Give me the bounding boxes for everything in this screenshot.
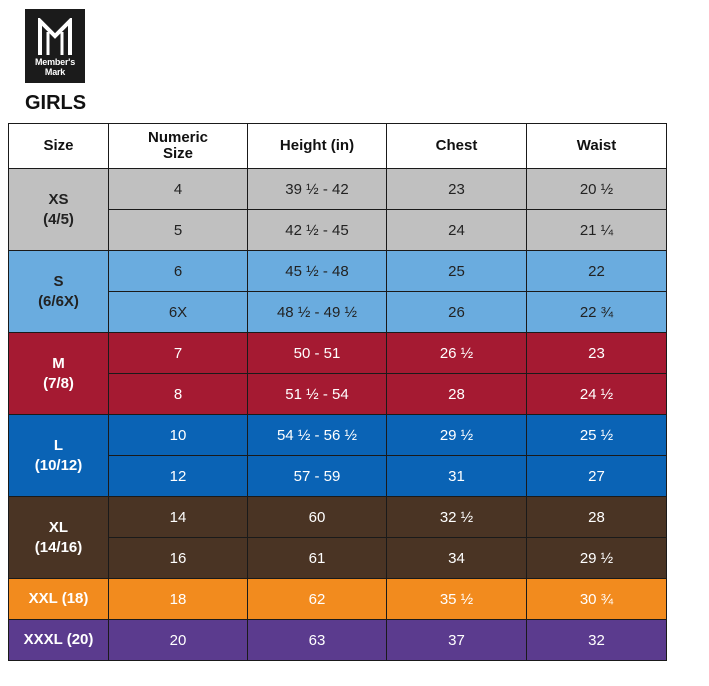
numeric-cell: 16	[108, 537, 248, 579]
chest-cell: 31	[386, 455, 527, 497]
waist-cell: 32	[526, 619, 667, 661]
table-row: 8 51 ½ - 54 28 24 ½	[8, 373, 667, 415]
size-label: XXXL (20)	[23, 631, 94, 648]
header-size: Size	[8, 123, 109, 169]
numeric-cell: 8	[108, 373, 248, 415]
numeric-cell: 12	[108, 455, 248, 497]
numeric-cell: 10	[108, 414, 248, 456]
waist-cell: 22	[526, 250, 667, 292]
height-cell: 50 - 51	[247, 332, 387, 374]
table-row: XXL (18) 18 62 35 ½ 30 ¾	[8, 578, 667, 620]
numeric-cell: 14	[108, 496, 248, 538]
size-alt-label: (14/16)	[34, 538, 83, 556]
numeric-cell: 7	[108, 332, 248, 374]
height-cell: 51 ½ - 54	[247, 373, 387, 415]
chest-cell: 35 ½	[386, 578, 527, 620]
height-cell: 63	[247, 619, 387, 661]
size-label: XS	[48, 190, 69, 208]
waist-cell: 20 ½	[526, 168, 667, 210]
size-cell: L (10/12)	[8, 414, 109, 497]
table-row: 5 42 ½ - 45 24 21 ¼	[8, 209, 667, 251]
waist-cell: 23	[526, 332, 667, 374]
size-chart-table: Size Numeric Size Height (in) Chest Wais…	[8, 123, 667, 661]
chest-cell: 23	[386, 168, 527, 210]
numeric-cell: 6	[108, 250, 248, 292]
table-row: L (10/12) 10 54 ½ - 56 ½ 29 ½ 25 ½	[8, 414, 667, 497]
table-row: S (6/6X) 6 45 ½ - 48 25 22	[8, 250, 667, 333]
table-row: XXXL (20) 20 63 37 32	[8, 619, 667, 661]
height-cell: 45 ½ - 48	[247, 250, 387, 292]
height-cell: 42 ½ - 45	[247, 209, 387, 251]
table-row: 12 57 - 59 31 27	[8, 455, 667, 497]
members-mark-m-icon	[38, 18, 72, 55]
size-cell: XXXL (20)	[8, 619, 109, 661]
header-waist: Waist	[526, 123, 667, 169]
size-label: M	[52, 354, 65, 372]
table-row: XL (14/16) 14 60 32 ½ 28	[8, 496, 667, 579]
waist-cell: 21 ¼	[526, 209, 667, 251]
chest-cell: 32 ½	[386, 496, 527, 538]
size-cell: S (6/6X)	[8, 250, 109, 333]
table-row: 16 61 34 29 ½	[8, 537, 667, 579]
header-numeric-size: Numeric Size	[108, 123, 248, 169]
numeric-cell: 5	[108, 209, 248, 251]
numeric-cell: 6X	[108, 291, 248, 333]
height-cell: 57 - 59	[247, 455, 387, 497]
size-alt-label: (4/5)	[43, 210, 74, 228]
waist-cell: 29 ½	[526, 537, 667, 579]
table-row: XS (4/5) 4 39 ½ - 42 23 20 ½	[8, 168, 667, 251]
chest-cell: 24	[386, 209, 527, 251]
numeric-cell: 18	[108, 578, 248, 620]
waist-cell: 27	[526, 455, 667, 497]
height-cell: 39 ½ - 42	[247, 168, 387, 210]
chest-cell: 25	[386, 250, 527, 292]
numeric-cell: 20	[108, 619, 248, 661]
size-cell: M (7/8)	[8, 332, 109, 415]
waist-cell: 25 ½	[526, 414, 667, 456]
numeric-cell: 4	[108, 168, 248, 210]
header-row: Size Numeric Size Height (in) Chest Wais…	[8, 123, 667, 169]
size-label: XL	[48, 518, 69, 536]
height-cell: 61	[247, 537, 387, 579]
size-label: S	[53, 272, 64, 290]
size-label: L	[53, 436, 64, 454]
size-alt-label: (6/6X)	[38, 292, 79, 310]
height-cell: 54 ½ - 56 ½	[247, 414, 387, 456]
waist-cell: 24 ½	[526, 373, 667, 415]
waist-cell: 30 ¾	[526, 578, 667, 620]
table-row: 6X 48 ½ - 49 ½ 26 22 ¾	[8, 291, 667, 333]
table-row: M (7/8) 7 50 - 51 26 ½ 23	[8, 332, 667, 415]
chest-cell: 28	[386, 373, 527, 415]
size-alt-label: (7/8)	[43, 374, 74, 392]
height-cell: 60	[247, 496, 387, 538]
height-cell: 48 ½ - 49 ½	[247, 291, 387, 333]
header-chest: Chest	[386, 123, 527, 169]
chest-cell: 37	[386, 619, 527, 661]
page-title: GIRLS	[25, 92, 87, 114]
height-cell: 62	[247, 578, 387, 620]
header-height: Height (in)	[247, 123, 387, 169]
waist-cell: 28	[526, 496, 667, 538]
size-cell: XXL (18)	[8, 578, 109, 620]
size-cell: XL (14/16)	[8, 496, 109, 579]
chest-cell: 26 ½	[386, 332, 527, 374]
chest-cell: 34	[386, 537, 527, 579]
logo-text: Member's Mark	[34, 57, 76, 77]
size-cell: XS (4/5)	[8, 168, 109, 251]
size-alt-label: (10/12)	[34, 456, 83, 474]
chest-cell: 29 ½	[386, 414, 527, 456]
size-label: XXL (18)	[28, 590, 89, 607]
chest-cell: 26	[386, 291, 527, 333]
waist-cell: 22 ¾	[526, 291, 667, 333]
members-mark-logo: Member's Mark	[25, 9, 85, 83]
